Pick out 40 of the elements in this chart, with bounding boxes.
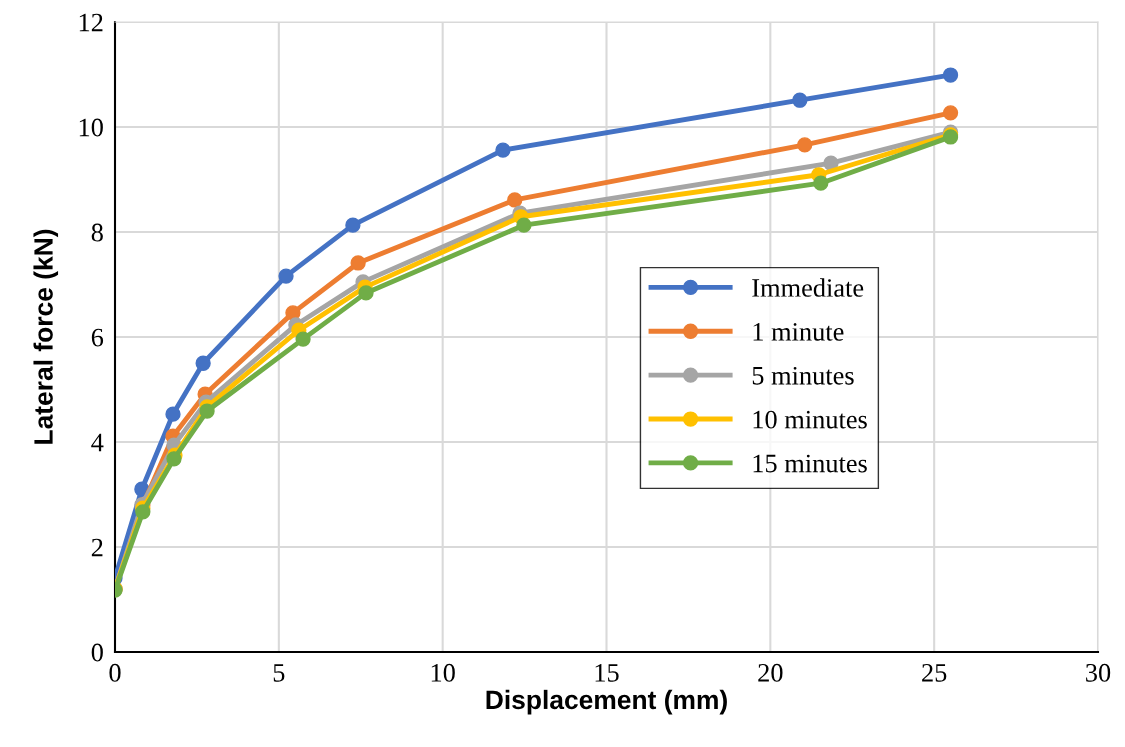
y-tick-label: 6 [91,328,104,347]
point [942,105,959,121]
x-tick-label: 5 [273,664,285,682]
point [358,285,374,301]
point [165,406,181,422]
point [495,142,511,158]
y-tick-label: 12 [79,13,103,32]
point [295,331,311,347]
point [195,355,211,371]
point [813,175,829,191]
point [350,255,366,271]
point [942,67,959,83]
point [345,217,361,233]
point [797,137,813,153]
y-tick-label: 2 [91,538,103,557]
x-tick-label: 0 [109,663,121,682]
x-tick-label: 10 [431,663,455,682]
y-tick-label: 0 [91,643,103,662]
point [135,504,151,520]
x-tick-label: 25 [922,663,947,682]
y-tick-label: 4 [91,433,104,452]
y-axis-title: Lateral force (kN) [33,229,59,444]
point [166,451,182,467]
legend-label: 1 minute [753,323,844,341]
legend-label: Immediate [752,278,864,297]
point [199,403,215,419]
point [285,305,301,321]
point [516,217,532,233]
x-tick-label: 30 [1086,663,1111,682]
legend-label: 15 minutes [753,454,867,473]
legend-label: 10 minutes [753,410,867,429]
point [507,192,523,208]
point [792,92,808,108]
x-axis-title: Displacement (mm) [486,689,727,715]
point [278,268,294,284]
x-tick-label: 20 [758,663,783,682]
legend-label: 5 minutes [752,366,854,385]
y-tick-label: 8 [91,223,103,242]
y-tick-label: 10 [79,118,103,137]
x-tick-label: 15 [595,664,619,682]
